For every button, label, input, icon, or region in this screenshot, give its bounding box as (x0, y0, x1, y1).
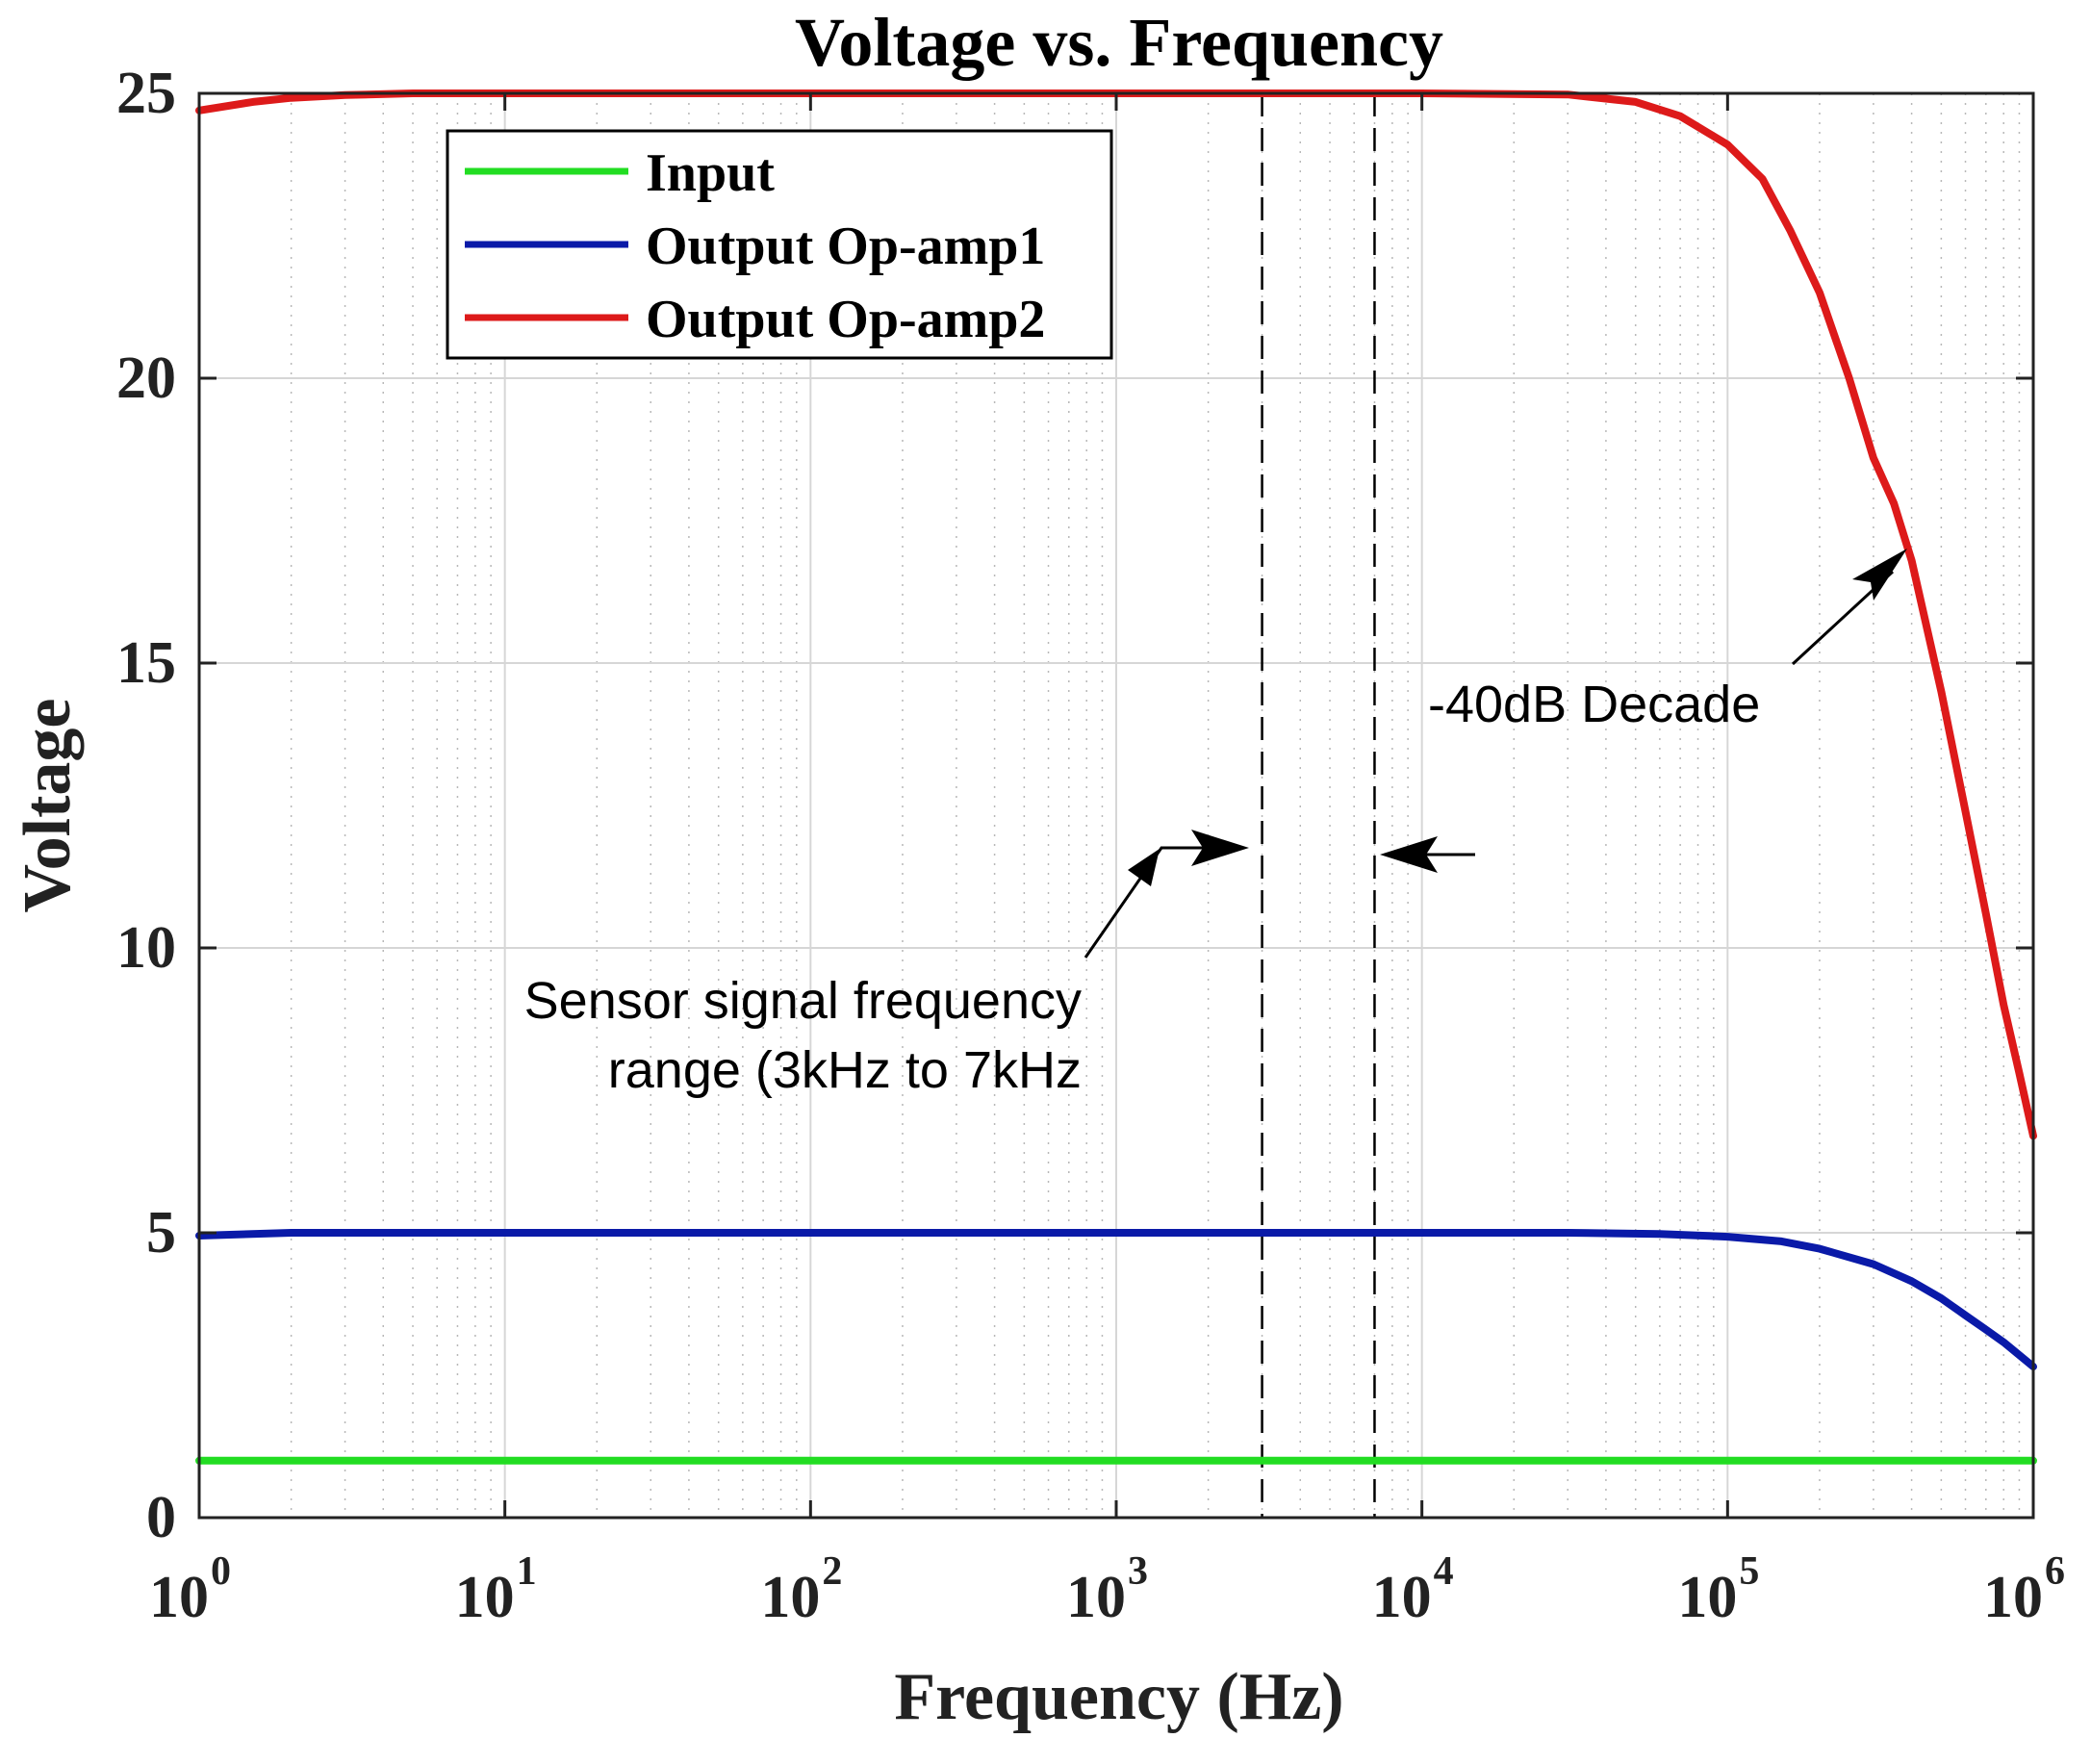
legend-item-output-op-amp1: Output Op-amp1 (465, 217, 1045, 276)
x-tick-label-exponent: 6 (2045, 1549, 2065, 1594)
x-tick-label-exponent: 3 (1128, 1549, 1148, 1594)
legend-label-output-op-amp2: Output Op-amp2 (646, 290, 1045, 349)
x-tick-label-base: 10 (455, 1565, 515, 1630)
slope-arrow (1791, 549, 1907, 666)
y-tick-label: 0 (146, 1485, 176, 1550)
x-tick-labels: 10 0 10 1 10 2 10 3 10 4 10 5 10 6 (149, 1549, 2065, 1630)
x-tick-label-exponent: 1 (517, 1549, 537, 1594)
legend-label-output-op-amp1: Output Op-amp1 (646, 217, 1045, 276)
legend-label-input: Input (646, 143, 775, 203)
x-tick-label-exponent: 4 (1434, 1549, 1454, 1594)
x-tick-label-exponent: 5 (1739, 1549, 1759, 1594)
y-tick-label: 10 (116, 915, 176, 981)
x-tick-label: 10 6 (1983, 1549, 2065, 1630)
x-tick-label-exponent: 0 (211, 1549, 231, 1594)
tick-marks (197, 91, 2035, 1520)
y-tick-label: 25 (116, 61, 176, 126)
sensor-range-label-line1: Sensor signal frequency (524, 972, 1082, 1030)
legend-item-input: Input (465, 143, 775, 203)
x-tick-label: 10 1 (455, 1549, 537, 1630)
sensor-range-arrow (1084, 830, 1249, 959)
y-tick-label: 5 (146, 1200, 176, 1265)
high-range-arrow (1380, 836, 1475, 873)
x-tick-label: 10 3 (1066, 1549, 1148, 1630)
x-tick-label: 10 0 (149, 1549, 231, 1630)
x-tick-label: 10 2 (760, 1549, 842, 1630)
x-tick-label-base: 10 (1983, 1565, 2043, 1630)
y-tick-label: 15 (116, 630, 176, 696)
annotations: Sensor signal frequency range (3kHz to 7… (524, 549, 1907, 1099)
x-axis-label: Frequency (Hz) (894, 1660, 1343, 1734)
x-tick-label-exponent: 2 (822, 1549, 842, 1594)
legend-item-output-op-amp2: Output Op-amp2 (465, 290, 1045, 349)
x-tick-label-base: 10 (760, 1565, 820, 1630)
reference-lines (1261, 93, 1376, 1518)
x-tick-label-base: 10 (149, 1565, 209, 1630)
y-axis-label: Voltage (11, 699, 85, 913)
slope-label: -40dB Decade (1428, 676, 1760, 733)
legend: Input Output Op-amp1 Output Op-amp2 (446, 129, 1113, 360)
chart-title: Voltage vs. Frequency (795, 4, 1443, 81)
series-line-output-op-amp1 (195, 1229, 2037, 1371)
y-tick-label: 20 (116, 345, 176, 411)
x-tick-label-base: 10 (1066, 1565, 1126, 1630)
sensor-range-label-line2: range (3kHz to 7kHz (608, 1041, 1082, 1099)
x-tick-label: 10 4 (1372, 1549, 1454, 1630)
x-tick-label-base: 10 (1372, 1565, 1432, 1630)
x-tick-label-base: 10 (1677, 1565, 1737, 1630)
x-tick-label: 10 5 (1677, 1549, 1759, 1630)
y-tick-labels: 0 5 10 15 20 25 (116, 61, 176, 1550)
